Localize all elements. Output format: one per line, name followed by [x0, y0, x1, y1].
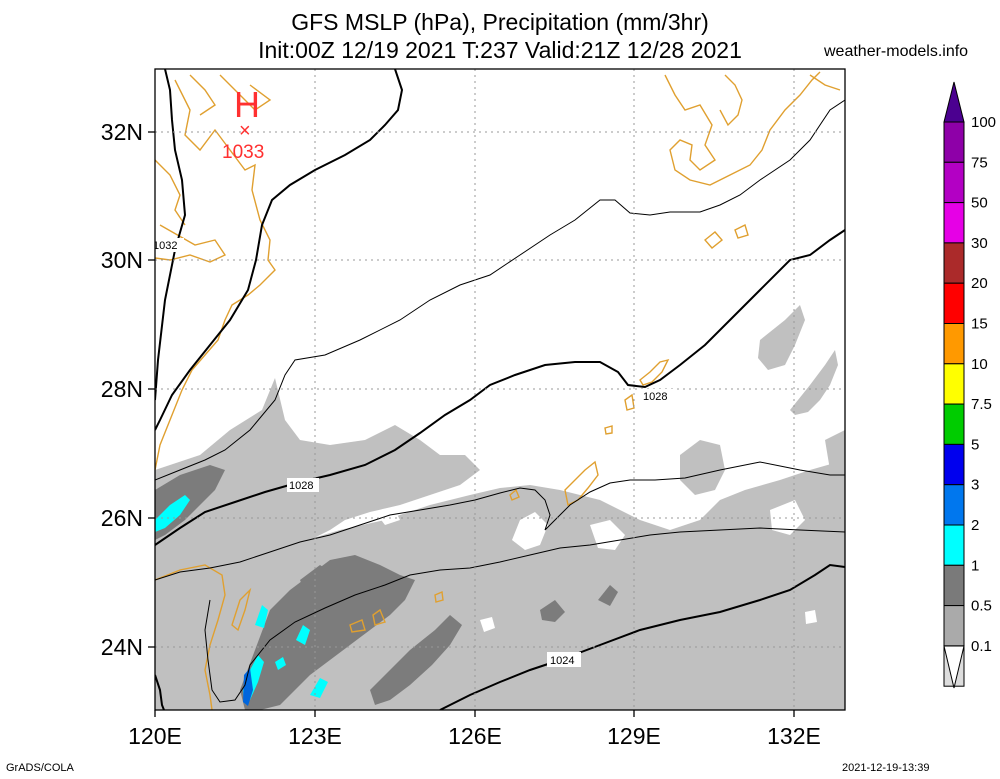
lon-label-120e: 120E: [128, 723, 182, 749]
colorbar-labels: 100 75 50 30 20 15 10 7.5 5 3 2 1 0.5 0.1: [971, 114, 996, 655]
high-symbol: H: [234, 84, 260, 125]
high-value: 1033: [222, 142, 264, 163]
colorbar-label: 50: [971, 195, 988, 212]
isobar-label-1024: 1024: [550, 655, 574, 667]
colorbar-cell: [943, 242, 965, 284]
lat-label-24n: 24N: [101, 634, 143, 660]
isobar-label-1032: 1032: [153, 240, 177, 252]
footer-timestamp: 2021-12-19-13:39: [842, 762, 930, 774]
colorbar-cell: [943, 484, 965, 526]
colorbar-label: 75: [971, 154, 988, 171]
colorbar-cell: [943, 443, 965, 486]
map-area: 1032 1028 1028 1024 H × 1033: [153, 69, 845, 710]
map-grid: [155, 69, 845, 710]
lon-label-132e: 132E: [767, 723, 821, 749]
colorbar-label: 3: [971, 477, 979, 494]
colorbar-label: 30: [971, 235, 988, 252]
coastline: [155, 71, 841, 710]
precip-mid-shading: [155, 465, 618, 710]
colorbar-label: 2: [971, 517, 979, 534]
lat-label-26n: 26N: [101, 505, 143, 531]
colorbar-label: 7.5: [971, 396, 992, 413]
axis-ticks: [148, 131, 795, 717]
lon-label-126e: 126E: [448, 723, 502, 749]
lat-label-30n: 30N: [101, 247, 143, 273]
colorbar-label: 0.5: [971, 598, 992, 615]
colorbar-cell: [943, 564, 965, 607]
isobar-labels: 1032 1028 1028 1024: [153, 238, 673, 667]
colorbar-label: 100: [971, 114, 996, 131]
lat-label-32n: 32N: [101, 119, 143, 145]
precip-gaps: [375, 500, 817, 632]
footer-software: GrADS/COLA: [6, 762, 74, 774]
chart-title-line2: Init:00Z 12/19 2021 T:237 Valid:21Z 12/2…: [258, 37, 742, 63]
colorbar-cell: [943, 282, 965, 325]
lon-label-129e: 129E: [607, 723, 661, 749]
isobar-label-1028-east: 1028: [643, 391, 667, 403]
colorbar-cell: [943, 323, 965, 365]
colorbar-bottom-arrow: [943, 645, 965, 689]
colorbar-cell: [943, 403, 965, 445]
precip-blue-shading: [243, 668, 253, 706]
colorbar-cell: [943, 202, 965, 244]
lon-label-123e: 123E: [288, 723, 342, 749]
colorbar-label: 10: [971, 356, 988, 373]
colorbar-cell: [943, 605, 965, 647]
precip-colorbar: 100 75 50 30 20 15 10 7.5 5 3 2 1 0.5 0.1: [943, 81, 996, 689]
lat-label-28n: 28N: [101, 376, 143, 402]
colorbar-cell: [943, 121, 965, 163]
colorbar-label: 5: [971, 436, 979, 453]
high-pressure-center: H × 1033: [222, 84, 264, 163]
colorbar-cell: [943, 524, 965, 566]
high-marker-icon: ×: [239, 120, 251, 142]
colorbar-label: 20: [971, 275, 988, 292]
isobar-label-1028-west: 1028: [289, 480, 313, 492]
chart-title-line1: GFS MSLP (hPa), Precipitation (mm/3hr): [291, 9, 709, 35]
colorbar-cells: [943, 121, 965, 687]
site-credit: weather-models.info: [824, 43, 969, 60]
colorbar-label: 0.1: [971, 638, 992, 655]
colorbar-cell: [943, 161, 965, 204]
colorbar-cell: [943, 363, 965, 405]
colorbar-label: 15: [971, 316, 988, 333]
colorbar-top-arrow: [943, 81, 965, 123]
colorbar-label: 1: [971, 557, 979, 574]
